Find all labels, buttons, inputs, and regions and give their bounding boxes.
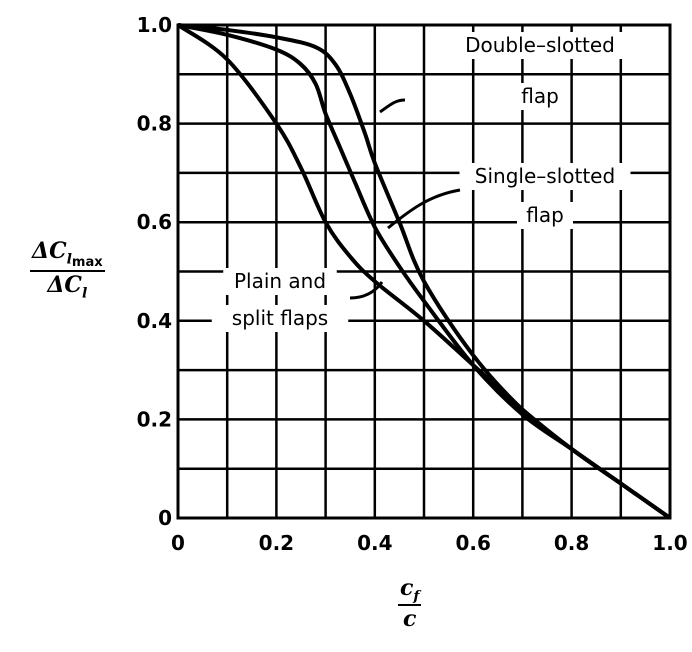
label-bg (211, 305, 349, 332)
leader-arrow (379, 98, 406, 114)
x-tick-label: 0.8 (554, 531, 589, 555)
x-tick-label: 0.2 (259, 531, 294, 555)
series-label: Single–slotted (475, 164, 615, 188)
y-tick-label: 0.6 (137, 210, 172, 234)
plot-frame (176, 23, 672, 520)
x-axis-label: cf c (398, 575, 422, 633)
leader-arrow (387, 188, 461, 230)
x-tick-label: 0 (171, 531, 185, 555)
label-bg (512, 83, 568, 110)
series-label: Double–slotted (465, 33, 615, 57)
label-bg (223, 268, 337, 295)
plain-split-curve (176, 23, 672, 520)
x-tick-label: 1.0 (652, 531, 687, 555)
label-bg (459, 163, 631, 190)
label-bg (517, 202, 573, 229)
y-tick-label: 0.8 (137, 112, 172, 136)
y-tick-label: 0.4 (137, 309, 172, 333)
series-label: Plain and (234, 269, 326, 293)
x-tick-label: 0.6 (455, 531, 490, 555)
series-label: flap (526, 203, 564, 227)
y-tick-label: 0 (158, 506, 172, 530)
y-tick-label: 1.0 (137, 13, 172, 37)
single-slotted-curve (177, 23, 672, 520)
leader-arrow (349, 281, 384, 300)
x-tick-label: 0.4 (357, 531, 392, 555)
series-label: flap (521, 84, 559, 108)
series-label: split flaps (232, 306, 328, 330)
y-tick-label: 0.2 (137, 407, 172, 431)
label-bg (454, 32, 626, 59)
y-axis-label: ΔClmax ΔCl (30, 238, 105, 302)
